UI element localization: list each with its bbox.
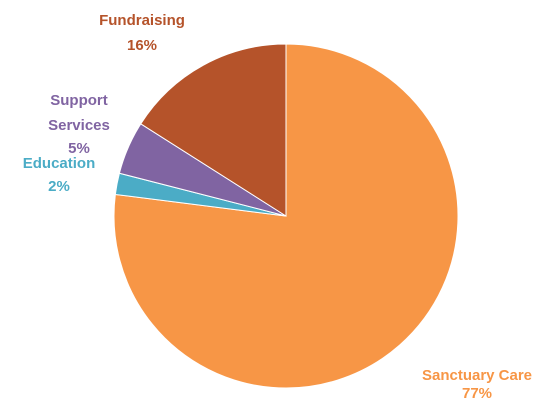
- data-label-value: 5%: [68, 140, 90, 157]
- data-label-support-services: Support Services 5%: [48, 92, 110, 157]
- data-label-name: Sanctuary Care: [422, 367, 532, 384]
- data-label-fundraising: Fundraising 16%: [99, 12, 185, 54]
- data-label-name: Fundraising: [99, 12, 185, 29]
- data-label-value: 16%: [127, 37, 157, 54]
- data-label-name: Education: [23, 155, 96, 172]
- data-label-sanctuary-care: Sanctuary Care 77%: [422, 367, 532, 400]
- data-label-value: 77%: [462, 385, 492, 400]
- data-label-education: Education 2%: [23, 155, 96, 195]
- pie-slices: [113, 43, 459, 389]
- pie-labels: Sanctuary Care 77% Education 2% Support Servi…: [23, 12, 532, 402]
- data-label-name: Support: [50, 92, 108, 109]
- data-label-value: 2%: [48, 178, 70, 195]
- pie-slice-fundraising: [140, 43, 287, 217]
- data-label-name: Services: [48, 117, 110, 134]
